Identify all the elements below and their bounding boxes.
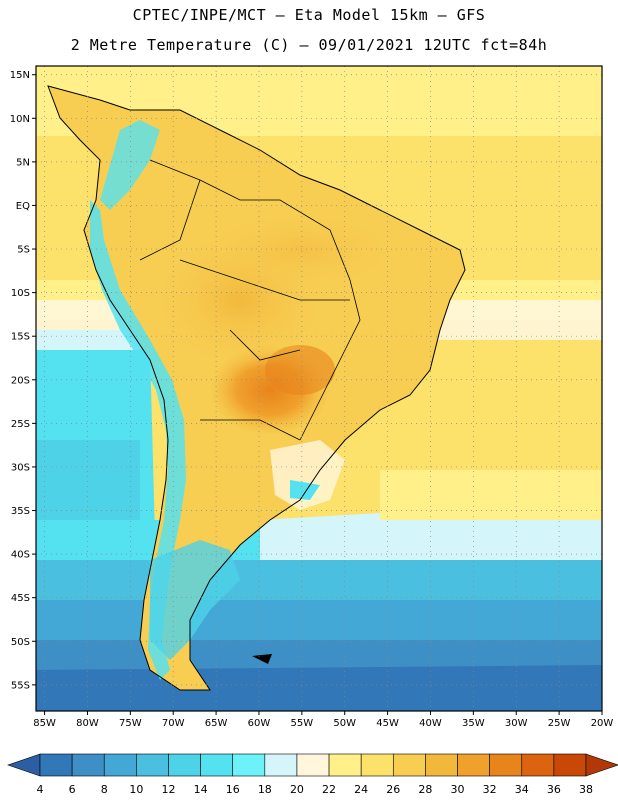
longitude-tick-label: 75W <box>119 718 142 729</box>
colorbar-swatch <box>71 753 105 777</box>
colorbar-level-label: 20 <box>290 783 304 796</box>
latitude-tick-label: 45S <box>11 593 30 604</box>
colorbar-swatch <box>425 753 458 777</box>
colorbar-swatch <box>264 753 298 777</box>
colorbar-level-label: 16 <box>226 783 240 796</box>
colorbar-swatch <box>585 753 618 777</box>
latitude-labels: 15N 10N 5N EQ 5S 10S 15S 20S 25S 30S 35S 40S 45S 50S 5… <box>10 70 36 691</box>
latitude-tick-label: EQ <box>16 201 30 212</box>
longitude-tick-label: 65W <box>205 718 228 729</box>
colorbar-level-label: 38 <box>579 783 593 796</box>
colorbar-swatch <box>457 753 490 777</box>
colorbar-level-label: 6 <box>69 783 76 796</box>
temperature-field <box>36 66 602 711</box>
latitude-tick-label: 50S <box>11 637 30 648</box>
colorbar-swatch <box>360 753 394 777</box>
colorbar-swatch <box>200 753 234 777</box>
colorbar-level-label: 28 <box>418 783 432 796</box>
colorbar-swatch <box>296 753 330 777</box>
colorbar-level-label: 4 <box>37 783 44 796</box>
longitude-labels: 85W 80W 75W 70W 65W 60W 55W 50W 45W 40W 35W 30W 25W 2… <box>33 711 613 729</box>
colorbar-level-label: 36 <box>547 783 561 796</box>
longitude-tick-label: 50W <box>333 718 356 729</box>
colorbar-level-label: 8 <box>101 783 108 796</box>
colorbar-level-label: 34 <box>515 783 529 796</box>
latitude-tick-label: 15S <box>11 332 30 343</box>
colorbar-swatch <box>168 753 201 777</box>
colorbar-swatch <box>328 753 362 777</box>
colorbar-swatch <box>392 753 426 777</box>
colorbar-swatch <box>521 753 555 777</box>
longitude-tick-label: 85W <box>33 718 56 729</box>
colorbar-swatch <box>7 753 41 777</box>
colorbar-level-label: 32 <box>483 783 497 796</box>
latitude-tick-label: 35S <box>11 506 30 517</box>
colorbar-level-label: 12 <box>161 783 175 796</box>
longitude-tick-label: 60W <box>248 718 271 729</box>
colorbar-level-label: 10 <box>129 783 143 796</box>
colorbar-level-label: 22 <box>322 783 336 796</box>
longitude-tick-label: 45W <box>376 718 399 729</box>
colorbar-level-label: 30 <box>451 783 465 796</box>
colorbar-swatch <box>39 753 73 777</box>
colorbar-swatch <box>553 753 587 777</box>
latitude-tick-label: 25S <box>11 419 30 430</box>
map-title-line1: CPTEC/INPE/MCT – Eta Model 15km – GFS <box>132 6 486 24</box>
latitude-tick-label: 30S <box>11 462 30 473</box>
map-frame <box>35 65 603 712</box>
colorbar-level-label: 26 <box>386 783 400 796</box>
latitude-tick-label: 5N <box>16 157 30 168</box>
colorbar-swatch <box>136 753 169 777</box>
colorbar-swatch <box>103 753 137 777</box>
longitude-tick-label: 25W <box>548 718 571 729</box>
colorbar-swatch <box>232 753 266 777</box>
latitude-tick-label: 55S <box>11 680 30 691</box>
latitude-tick-label: 40S <box>11 550 30 561</box>
latitude-tick-label: 10N <box>10 114 30 125</box>
map-title-line2: 2 Metre Temperature (C) – 09/01/2021 12U… <box>70 36 548 54</box>
colorbar-level-label: 14 <box>194 783 208 796</box>
colorbar-level-label: 24 <box>354 783 368 796</box>
colorbar-level-label: 18 <box>258 783 272 796</box>
colorbar-swatch <box>489 753 523 777</box>
latitude-tick-label: 5S <box>17 245 30 256</box>
longitude-tick-label: 35W <box>462 718 485 729</box>
longitude-tick-label: 40W <box>419 718 442 729</box>
longitude-tick-label: 80W <box>76 718 99 729</box>
latitude-tick-label: 15N <box>10 70 30 81</box>
longitude-tick-label: 70W <box>162 718 185 729</box>
longitude-tick-label: 55W <box>291 718 314 729</box>
colorbar: 4 6 8 10 12 14 16 18 20 22 24 26 28 30 32 34 36 38 <box>7 753 618 796</box>
longitude-tick-label: 30W <box>505 718 528 729</box>
longitude-tick-label: 20W <box>591 718 614 729</box>
latitude-tick-label: 10S <box>11 288 30 299</box>
latitude-tick-label: 20S <box>11 375 30 386</box>
